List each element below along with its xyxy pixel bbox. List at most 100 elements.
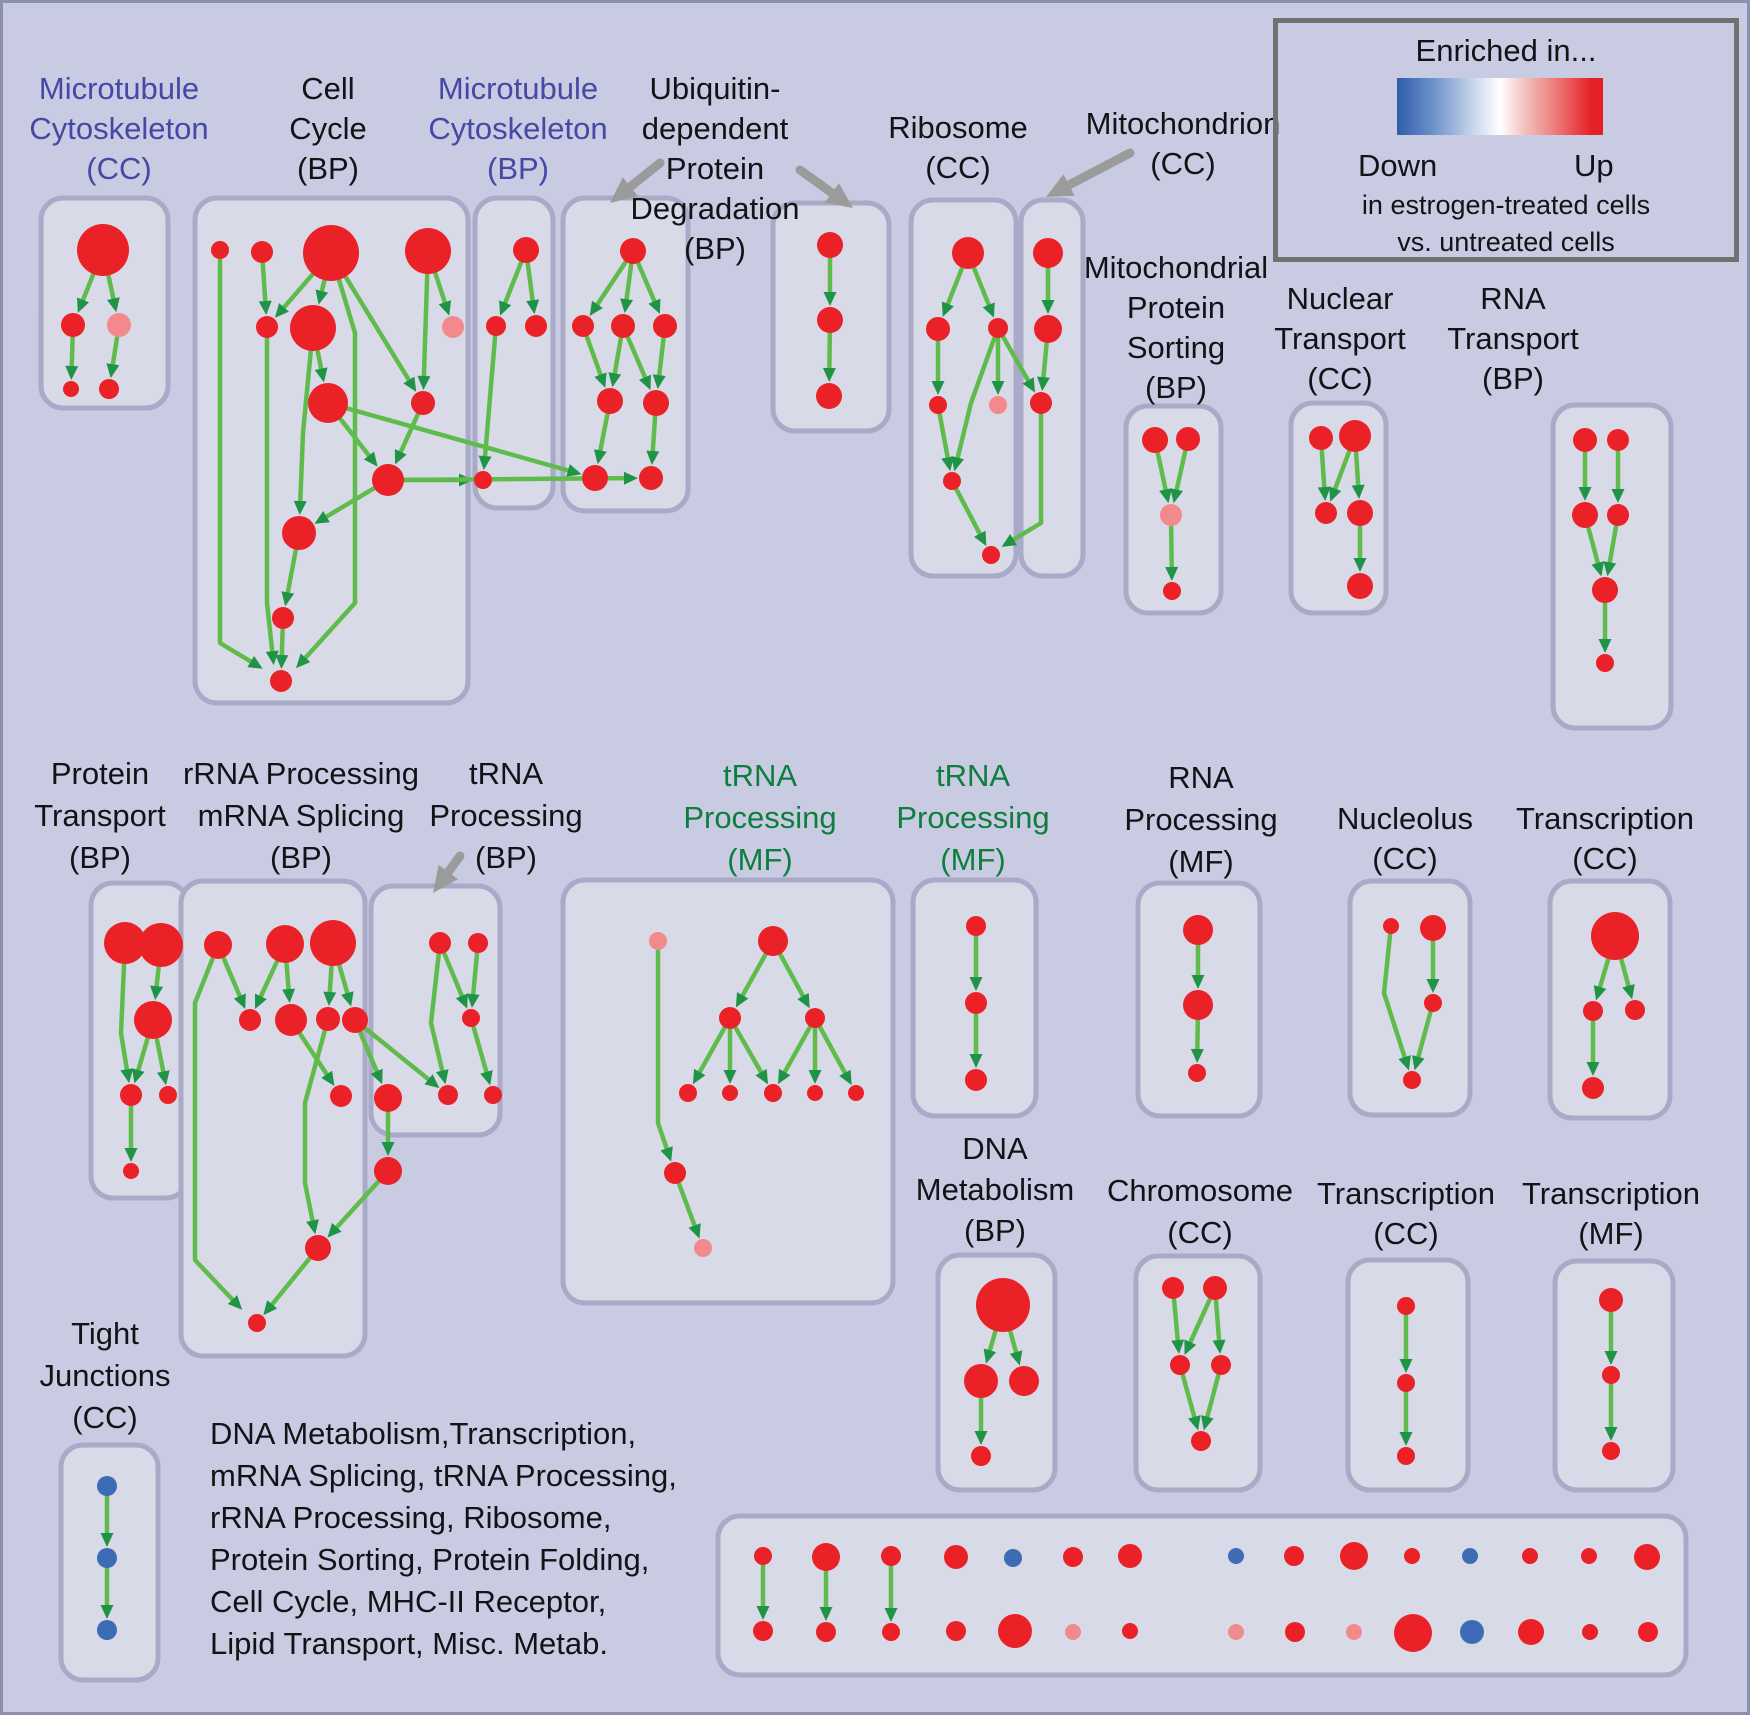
gene-node-up — [204, 931, 232, 959]
gene-node-up — [1163, 582, 1181, 600]
gene-node-up — [998, 1614, 1032, 1648]
edge-arrow-nuclear-transport-cc-head — [1353, 558, 1367, 572]
gene-node-up — [1573, 428, 1597, 452]
edge-arrow-trna-processing-mf-large-head — [688, 1223, 701, 1239]
edge-arrow-transcription-cc-mid — [1619, 957, 1632, 992]
edge-arrow-trna-processing-mf-large — [781, 1025, 812, 1077]
gene-node-up — [1309, 426, 1333, 450]
group-label-mitochondrion-cc: Mitochondrion — [1086, 106, 1281, 141]
group-label-ubiquitin-degradation-bp: Protein — [666, 151, 764, 186]
edge-arrow-trna-processing-mf-small-head — [969, 1054, 983, 1068]
edge-arrow-cross-group — [1008, 412, 1044, 544]
edge-arrow-mitochondrial-protein-sorting-bp — [1173, 449, 1188, 495]
edge-arrow-cell-cycle-bp — [264, 336, 275, 657]
gene-node-up — [308, 383, 348, 423]
group-label-ubiquitin-degradation-bp: dependent — [642, 111, 789, 146]
group-label-rna-transport-bp: Transport — [1447, 321, 1579, 356]
legend-down-label: Down — [1358, 148, 1438, 183]
edge-arrow-trna-processing-bp-head — [466, 993, 480, 1009]
group-label-trna-processing-mf-small: (MF) — [940, 842, 1005, 877]
gene-node-down — [1462, 1548, 1478, 1564]
group-label-mitochondrial-protein-sorting-bp: Sorting — [1127, 330, 1225, 365]
gene-node-up — [812, 1543, 840, 1571]
edge-arrow-ribosome-cc — [944, 266, 965, 309]
edge-arrow-microtubule-cytoskeleton-bp-2 — [597, 412, 610, 456]
edge-arrow-mitochondrion-cc-head — [1041, 300, 1055, 314]
gene-node-up — [438, 1085, 458, 1105]
group-label-microtubule-cytoskeleton-bp-1: (BP) — [487, 151, 549, 186]
gene-node-up — [572, 315, 594, 337]
gene-node-up — [330, 1085, 352, 1107]
gene-node-up — [753, 1621, 773, 1641]
gene-node-up — [77, 224, 129, 276]
group-label-microtubule-cytoskeleton-cc: Microtubule — [39, 71, 199, 106]
edge-arrow-rna-transport-bp-head — [1578, 487, 1592, 501]
edge-arrow-microtubule-cytoskeleton-bp-2-head — [646, 450, 660, 466]
edge-arrow-chromosome-cc-head — [1201, 1415, 1214, 1431]
edge-arrow-dna-metabolism-bp-head — [983, 1348, 997, 1364]
edge-arrow-ribosome-cc-head — [941, 456, 955, 472]
group-label-trna-processing-mf-large: (MF) — [727, 842, 792, 877]
edge-arrow-microtubule-cytoskeleton-bp-2-head — [608, 372, 622, 388]
edge-arrow-protein-transport-bp — [135, 1036, 150, 1076]
label-pointer-arrowhead — [610, 177, 638, 203]
edge-arrow-trna-processing-mf-large-head — [755, 1068, 769, 1085]
edge-arrow-nucleolus-cc-head — [1426, 979, 1440, 993]
edge-arrow-ribosome-cc-head — [982, 302, 995, 318]
edge-arrow-microtubule-cytoskeleton-cc-head — [76, 297, 90, 313]
group-label-tight-junctions-cc: Tight — [71, 1316, 139, 1351]
gene-node-up — [405, 228, 451, 274]
gene-node-up — [1340, 1542, 1368, 1570]
edge-arrow-trna-processing-bp — [428, 952, 446, 1076]
gene-node-up — [1420, 915, 1446, 941]
gene-node-up — [664, 1162, 686, 1184]
edge-arrow-misc-cluster-strip-head — [884, 1608, 898, 1622]
gene-node-up — [754, 1547, 772, 1565]
misc-cluster-note-line: DNA Metabolism,Transcription, — [210, 1416, 636, 1451]
gene-node-down — [1004, 1549, 1022, 1567]
edge-arrow-cell-cycle-bp-head — [265, 650, 279, 666]
edge-arrow-dna-metabolism-bp-head — [974, 1431, 988, 1445]
edge-arrow-trna-processing-bp — [471, 1025, 490, 1078]
gene-node-up — [1581, 1548, 1597, 1564]
gene-node-up — [1170, 1355, 1190, 1375]
edge-arrow-rrna-processing-mrna-splicing-bp — [268, 1256, 312, 1309]
gene-node-up — [816, 383, 842, 409]
edge-arrow-trna-processing-bp — [470, 951, 480, 1000]
gene-node-weak-up — [107, 313, 131, 337]
edge-arrow-trna-processing-mf-large — [696, 1026, 727, 1077]
misc-cluster-note-line: Protein Sorting, Protein Folding, — [210, 1542, 649, 1577]
gene-node-up — [1403, 1071, 1421, 1089]
edge-arrow-cross-group-head — [424, 1074, 440, 1089]
gene-node-up — [1591, 912, 1639, 960]
gene-node-up — [965, 1069, 987, 1091]
edge-arrow-cross-group-head — [1022, 377, 1036, 393]
gene-node-up — [1211, 1355, 1231, 1375]
edge-arrow-microtubule-cytoskeleton-bp-1 — [525, 261, 536, 306]
edge-arrow-ubiquitin-degradation-bp-head — [822, 367, 836, 383]
edge-arrow-cell-cycle-bp — [343, 275, 413, 385]
gene-node-up — [722, 1085, 738, 1101]
gene-node-up — [139, 923, 183, 967]
gene-node-up — [944, 1545, 968, 1569]
gene-node-up — [976, 1278, 1030, 1332]
edge-arrow-rrna-processing-mrna-splicing-bp — [221, 956, 244, 1002]
group-label-trna-processing-mf-large: tRNA — [723, 758, 797, 793]
group-box-mitochondrion-cc — [1018, 197, 1086, 579]
gene-node-up — [486, 316, 506, 336]
edge-arrow-microtubule-cytoskeleton-cc — [79, 272, 96, 305]
gene-node-up — [1397, 1297, 1415, 1315]
group-label-nucleolus-cc: (CC) — [1372, 841, 1437, 876]
edge-arrow-microtubule-cytoskeleton-cc-head — [65, 365, 79, 381]
edge-arrow-mitochondrial-protein-sorting-bp-head — [1159, 488, 1172, 504]
group-label-protein-transport-bp: Transport — [34, 798, 166, 833]
gene-node-up — [342, 1007, 368, 1033]
gene-node-up — [374, 1157, 402, 1185]
edge-arrow-cell-cycle-bp-head — [394, 449, 407, 465]
gene-node-up — [1122, 1623, 1138, 1639]
gene-node-up — [817, 232, 843, 258]
gene-node-up — [597, 388, 623, 414]
edge-arrow-cross-group-head — [566, 464, 582, 477]
gene-node-up — [611, 314, 635, 338]
edge-arrow-rrna-processing-mrna-splicing-bp — [337, 963, 351, 999]
